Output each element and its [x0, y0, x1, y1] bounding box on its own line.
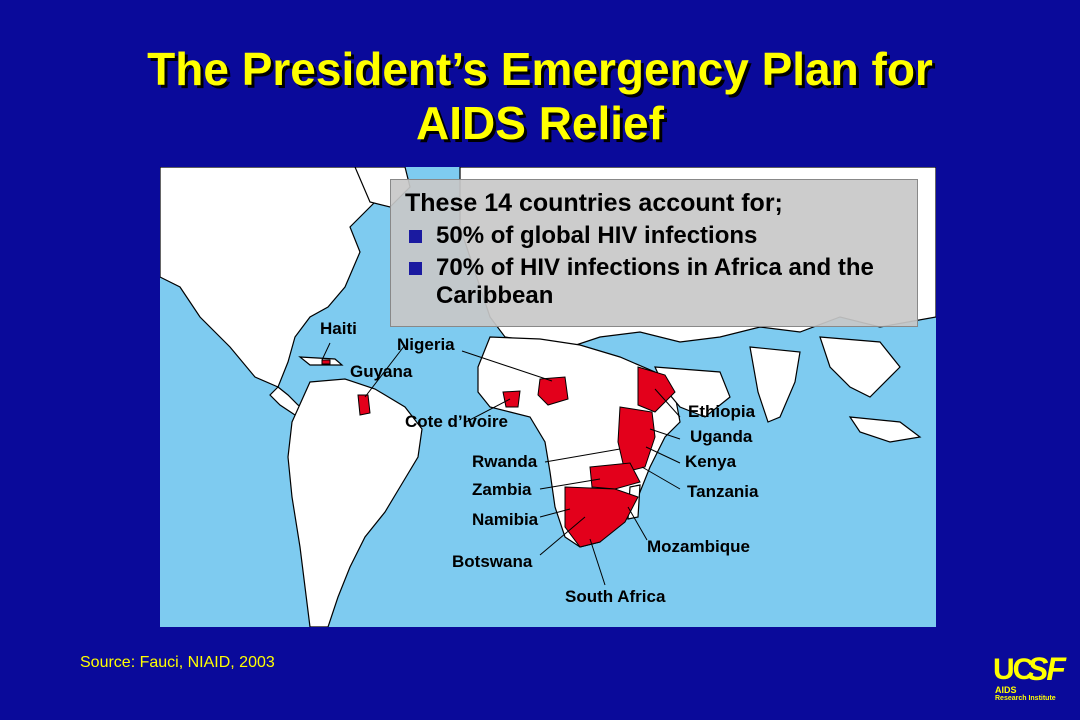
label-mozambique: Mozambique	[647, 537, 750, 556]
north-america-landmass	[160, 167, 396, 388]
label-kenya: Kenya	[685, 452, 737, 471]
world-map: These 14 countries account for; 50% of g…	[160, 167, 936, 627]
callout-heading: These 14 countries account for;	[405, 189, 783, 217]
label-namibia: Namibia	[472, 510, 539, 529]
label-haiti: Haiti	[320, 319, 357, 338]
southern-africa-shape	[564, 486, 639, 548]
ucsf-aids-logo: UC SF AIDS Research Institute	[993, 651, 1066, 705]
callout-bullet-text: 70% of HIV infections in Africa and the …	[436, 254, 874, 309]
callout-bullet-1: 50% of global HIV infections	[405, 222, 903, 250]
label-rwanda: Rwanda	[472, 452, 538, 471]
label-zambia: Zambia	[472, 480, 532, 499]
source-citation: Source: Fauci, NIAID, 2003	[80, 654, 275, 671]
indian-subcontinent	[749, 346, 801, 423]
stats-callout: These 14 countries account for; 50% of g…	[390, 179, 918, 327]
label-botswana: Botswana	[452, 552, 533, 571]
east-africa-shape	[617, 406, 656, 473]
label-cote-divoire: Cote d’Ivoire	[405, 412, 508, 431]
nigeria-shape	[537, 376, 569, 406]
label-south-africa: South Africa	[565, 587, 666, 606]
cote-divoire-shape	[502, 390, 521, 408]
zambia-shape	[589, 462, 641, 490]
haiti-shape	[321, 359, 331, 365]
square-bullet-icon	[409, 262, 422, 275]
label-nigeria: Nigeria	[397, 335, 455, 354]
guyana-shape	[357, 394, 371, 416]
slide-title: The President’s Emergency Plan for AIDS …	[0, 42, 1080, 150]
south-america-landmass	[287, 378, 423, 627]
logo-institute: Research Institute	[995, 695, 1056, 702]
title-line-1: The President’s Emergency Plan for	[147, 43, 933, 95]
label-uganda: Uganda	[690, 427, 753, 446]
callout-bullet-2: 70% of HIV infections in Africa and the …	[405, 254, 903, 310]
southeast-asia-landmass	[819, 336, 901, 398]
label-guyana: Guyana	[350, 362, 413, 381]
square-bullet-icon	[409, 230, 422, 243]
title-line-2: AIDS Relief	[416, 97, 664, 149]
logo-uc: UC	[993, 653, 1034, 686]
indonesia-islands	[848, 416, 922, 443]
label-ethiopia: Ethiopia	[688, 402, 756, 421]
logo-aids: AIDS	[995, 685, 1017, 695]
caribbean-islands	[298, 356, 344, 366]
label-tanzania: Tanzania	[687, 482, 759, 501]
callout-bullet-text: 50% of global HIV infections	[436, 222, 758, 249]
logo-sf: SF	[1027, 651, 1066, 687]
